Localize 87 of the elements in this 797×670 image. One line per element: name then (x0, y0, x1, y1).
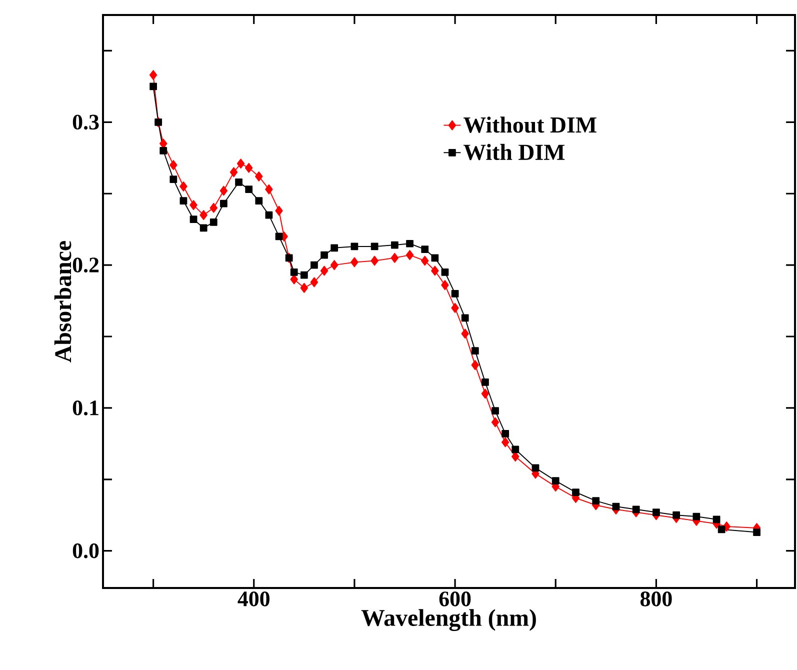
point (532, 464, 540, 472)
point (210, 202, 218, 213)
point (451, 290, 459, 298)
point (350, 257, 358, 268)
point (320, 266, 328, 276)
point (244, 162, 253, 173)
point (753, 528, 760, 536)
point (300, 282, 308, 293)
point (712, 516, 720, 524)
point (482, 378, 489, 386)
point (512, 446, 520, 454)
point (612, 502, 620, 510)
x-tick-label: 800 (640, 592, 672, 606)
point (330, 260, 338, 270)
point (330, 244, 338, 252)
point (220, 200, 228, 208)
y-tick-label: 0.3 (72, 114, 99, 130)
point (290, 274, 298, 284)
point (220, 186, 228, 196)
point (370, 256, 378, 266)
point (652, 508, 660, 516)
point (390, 252, 399, 263)
point (230, 167, 238, 178)
point (431, 254, 439, 262)
point (310, 261, 318, 269)
point (170, 160, 178, 170)
point (300, 271, 308, 279)
point (320, 251, 328, 259)
point (255, 171, 263, 182)
point (421, 256, 429, 266)
point (451, 302, 459, 313)
point (170, 176, 178, 184)
point (718, 526, 726, 534)
point (255, 197, 263, 204)
legend-label: With DIM (464, 144, 565, 160)
point (350, 242, 358, 250)
point (200, 210, 208, 220)
point (431, 266, 439, 276)
point (471, 360, 480, 370)
y-tick-label: 0.1 (72, 400, 98, 416)
point (481, 388, 490, 399)
x-tick-label: 600 (439, 592, 471, 606)
point (370, 242, 378, 250)
point (592, 497, 600, 505)
x-axis-title: Wavelength (nm) (361, 609, 536, 632)
point (692, 512, 700, 520)
point (180, 197, 188, 204)
point (310, 277, 318, 288)
point (441, 280, 449, 290)
point (210, 218, 218, 226)
point (406, 250, 414, 260)
point (236, 158, 245, 169)
point (190, 200, 198, 210)
point (421, 246, 429, 254)
point (235, 178, 242, 186)
point (265, 184, 273, 194)
point (502, 430, 510, 438)
point (461, 314, 469, 322)
point (150, 82, 157, 90)
point (672, 511, 680, 519)
point (245, 186, 253, 194)
point (190, 216, 198, 224)
point (160, 147, 168, 154)
y-tick-label: 0.2 (72, 258, 99, 273)
point (406, 240, 414, 248)
point (441, 268, 449, 276)
point (265, 211, 273, 219)
point (512, 452, 520, 462)
point (572, 488, 580, 496)
point (552, 477, 560, 485)
y-axis-title: Absorbance (54, 241, 72, 362)
point (275, 232, 283, 240)
point (492, 407, 499, 414)
point (180, 181, 188, 192)
point (200, 224, 208, 232)
point (275, 206, 283, 216)
point (491, 417, 500, 428)
point (391, 241, 398, 249)
point (632, 506, 640, 514)
point (501, 437, 510, 448)
legend-label: Without DIM (464, 116, 596, 133)
point (290, 268, 298, 276)
point (149, 70, 158, 80)
x-tick-label: 400 (238, 592, 270, 606)
text: 0.0 (72, 543, 99, 558)
point (471, 347, 479, 354)
point (461, 328, 469, 339)
